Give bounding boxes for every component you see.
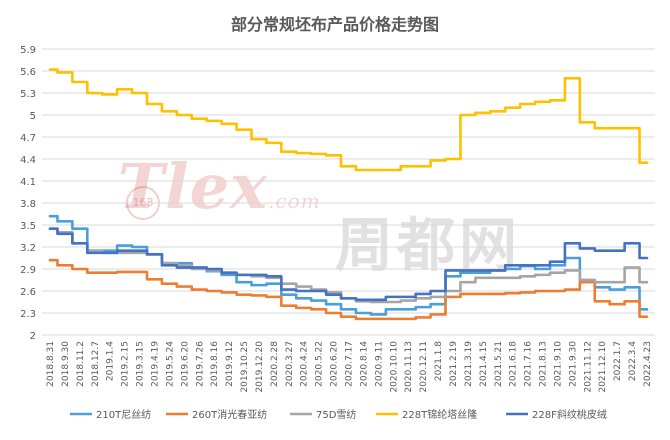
y-tick-label: 2 [30,331,36,342]
x-tick-label: 2020.8.14 [359,341,369,387]
series-line [48,227,649,302]
x-tick-label: 2020.11.13 [404,341,414,393]
x-tick-label: 2021.8.13 [539,341,549,387]
x-tick-label: 2021.7.16 [524,341,534,387]
y-tick-label: 3.2 [20,243,36,254]
y-tick-label: 3.8 [20,199,36,210]
y-tick-label: 2.9 [20,265,36,276]
x-tick-label: 2020.2.28 [270,341,280,387]
x-tick-label: 2019.2.15 [121,341,131,387]
x-tick-label: 2020.7.17 [345,341,355,387]
x-tick-label: 2021.5.21 [494,341,504,387]
x-tick-label: 2019.1.4 [106,341,116,381]
x-tick-label: 2020.10.10 [389,341,399,393]
x-tick-label: 2021.12.10 [598,341,608,393]
x-tick-label: 2020.12.11 [419,341,429,393]
x-tick-label: 2019.9.12 [225,341,235,387]
x-tick-label: 2019.6.20 [180,341,190,387]
x-tick-label: 2021.9.10 [553,341,563,387]
x-tick-label: 2021.6.18 [509,341,519,387]
x-tick-label: 2020.6.20 [330,341,340,387]
x-tick-label: 2018.9.30 [61,341,71,387]
series-line [48,214,649,316]
x-tick-label: 2019.5.24 [165,341,175,387]
tlex-watermark-domain: .com [268,189,321,213]
x-tick-label: 2022.3.4 [628,341,638,381]
legend-label: 228T锦纶塔丝隆 [402,408,477,421]
x-tick-label: 2018.8.31 [46,341,56,387]
y-tick-label: 4.7 [20,133,36,144]
y-tick-label: 5.3 [20,89,36,100]
series-line [48,258,649,321]
tlex-watermark: Tlex.com [118,150,321,223]
y-tick-label: 4.1 [20,177,36,188]
x-tick-label: 2022.1.7 [613,341,623,381]
x-tick-label: 2020.3.27 [285,341,295,387]
legend-label: 260T消光春亚纺 [192,408,267,421]
x-tick-label: 2019.4.19 [150,341,160,387]
y-tick-label: 2.6 [20,287,36,298]
series-line [48,68,649,172]
x-tick-label: 2019.3.15 [136,341,146,387]
x-tick-label: 2019.7.26 [195,341,205,387]
x-tick-label: 2020.4.24 [300,341,310,387]
legend-label: 228F斜纹桃皮绒 [532,408,607,421]
x-tick-label: 2019.8.16 [210,341,220,387]
tlex-watermark-text: Tlex [118,150,269,223]
x-tick-label: 2020.9.11 [374,341,384,387]
legend-label: 210T尼丝纺 [96,408,151,421]
x-tick-label: 2019.10.25 [240,341,250,393]
y-tick-label: 4.4 [20,155,36,166]
x-tick-label: 2022.4.23 [643,341,653,387]
chart-title: 部分常规坯布产品价格走势图 [231,15,439,34]
y-tick-label: 2.3 [20,309,36,320]
x-tick-label: 2021.9.30 [568,341,578,387]
x-tick-label: 2021.3.19 [464,341,474,387]
x-tick-label: 2021.2.19 [449,341,459,387]
x-tick-label: 2021.11.12 [583,341,593,393]
x-tick-label: 2021.4.15 [479,341,489,387]
y-tick-label: 3.5 [20,221,36,232]
x-tick-label: 2020.5.22 [315,341,325,387]
y-tick-label: 5.9 [20,45,36,56]
x-tick-label: 2018.12.7 [91,341,101,387]
x-tick-label: 2021.1.8 [434,341,444,381]
x-tick-label: 2018.11.2 [76,341,86,387]
x-tick-label: 2019.12.20 [255,341,265,393]
legend-label: 75D雪纺 [316,408,356,421]
y-tick-label: 5.6 [20,67,36,78]
y-tick-label: 5 [30,111,36,122]
zhoudu-watermark: 周都网 [335,211,522,279]
